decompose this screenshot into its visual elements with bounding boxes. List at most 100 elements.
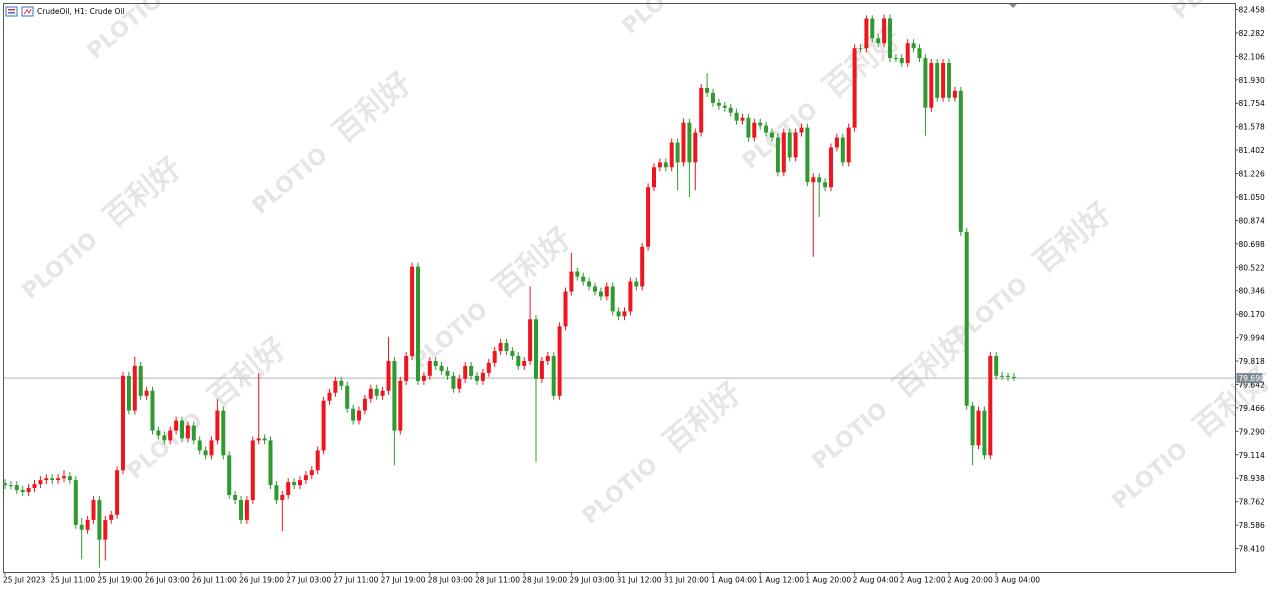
candle-body	[640, 246, 645, 287]
candle-body	[404, 355, 409, 381]
candle-body	[56, 478, 61, 481]
candle-body	[115, 470, 120, 515]
y-tick-label: 80.170	[1239, 310, 1265, 319]
candle-body	[882, 18, 887, 44]
candle-body	[864, 18, 869, 49]
candle-body	[545, 355, 550, 362]
x-tick-label: 25 Jul 19:00	[97, 576, 142, 585]
candle-body	[132, 365, 137, 411]
y-tick-label: 79.466	[1239, 404, 1265, 413]
candle-body	[327, 392, 332, 401]
candle-body	[138, 365, 143, 396]
candle-body	[888, 18, 892, 59]
y-tick-label: 81.578	[1239, 123, 1265, 132]
candle-body	[357, 410, 361, 421]
candle-body	[309, 470, 314, 476]
candle-body	[681, 122, 686, 163]
y-tick-label: 78.762	[1239, 498, 1265, 507]
candle-body	[1011, 376, 1016, 378]
candle-body	[935, 63, 940, 98]
candle-body	[787, 132, 792, 158]
x-tick-label: 1 Aug 12:00	[758, 576, 804, 585]
x-tick-label: 26 Jul 19:00	[239, 576, 284, 585]
candle-body	[333, 380, 338, 393]
candle-body	[268, 440, 273, 486]
candle-body	[374, 388, 379, 396]
x-tick-label: 3 Aug 04:00	[994, 576, 1040, 585]
candle-body	[539, 361, 544, 379]
candle-body	[669, 142, 674, 168]
candle-body	[126, 375, 131, 411]
icon-stripe	[8, 9, 15, 11]
candle-body	[1006, 375, 1010, 377]
y-tick-label: 78.410	[1239, 545, 1265, 554]
candle-body	[852, 48, 857, 128]
candle-body	[451, 375, 456, 389]
candle-body	[840, 137, 845, 163]
candle-body	[970, 405, 975, 446]
candle-body	[958, 90, 963, 232]
candle-body	[73, 480, 78, 525]
candle-body	[610, 286, 615, 312]
candle-body	[911, 43, 916, 49]
x-tick-label: 28 Jul 11:00	[475, 576, 520, 585]
candle-body	[947, 63, 951, 98]
candle-body	[528, 319, 533, 362]
y-tick-label: 81.050	[1239, 193, 1265, 202]
y-tick-label: 78.586	[1239, 521, 1265, 530]
candle-body	[504, 343, 509, 352]
candle-body	[256, 438, 261, 441]
candle-body	[209, 440, 214, 456]
candle-body	[298, 480, 302, 486]
candle-body	[899, 58, 904, 64]
y-tick-label: 79.818	[1239, 357, 1265, 366]
candle-body	[834, 137, 839, 148]
candle-body	[687, 122, 692, 163]
candle-body	[103, 519, 108, 540]
candle-body	[262, 438, 267, 441]
candle-body	[44, 478, 49, 481]
y-tick-label: 82.458	[1239, 5, 1265, 14]
candle-body	[427, 361, 432, 376]
candle-body	[575, 271, 580, 277]
candle-body	[569, 271, 574, 292]
candle-body	[97, 500, 102, 540]
candle-body	[716, 102, 721, 106]
candle-body	[368, 388, 373, 399]
x-tick-label: 1 Aug 04:00	[711, 576, 757, 585]
candle-body	[604, 286, 609, 297]
y-tick-label: 79.642	[1239, 380, 1265, 389]
candle-body	[557, 326, 562, 396]
candle-body	[563, 291, 568, 327]
candle-body	[988, 355, 993, 456]
x-tick-label: 26 Jul 03:00	[145, 576, 190, 585]
plot-frame	[3, 3, 1236, 573]
candle-body	[952, 90, 957, 98]
candle-body	[781, 132, 786, 173]
candle-body	[3, 483, 7, 486]
x-tick-label: 2 Aug 20:00	[947, 576, 993, 585]
x-tick-label: 26 Jul 11:00	[192, 576, 237, 585]
y-tick-label: 82.282	[1239, 29, 1265, 38]
candle-body	[339, 380, 344, 386]
candle-body	[616, 311, 621, 317]
x-tick-label: 31 Jul 20:00	[664, 576, 709, 585]
candle-body	[416, 266, 420, 381]
y-tick-label: 79.994	[1239, 334, 1265, 343]
candle-body	[728, 107, 733, 113]
candle-body	[227, 455, 232, 495]
candle-body	[870, 18, 875, 39]
candle-body	[85, 519, 90, 530]
candle-body	[587, 281, 592, 287]
candle-body	[274, 485, 279, 501]
candle-body	[286, 482, 291, 495]
candle-body	[239, 500, 243, 520]
candle-body	[162, 435, 167, 441]
candle-body	[156, 430, 161, 436]
candle-body	[905, 43, 910, 64]
candle-body	[486, 362, 491, 373]
candle-body	[386, 361, 391, 391]
candle-body	[893, 58, 898, 60]
candle-body	[185, 425, 190, 439]
candle-body	[534, 319, 538, 379]
